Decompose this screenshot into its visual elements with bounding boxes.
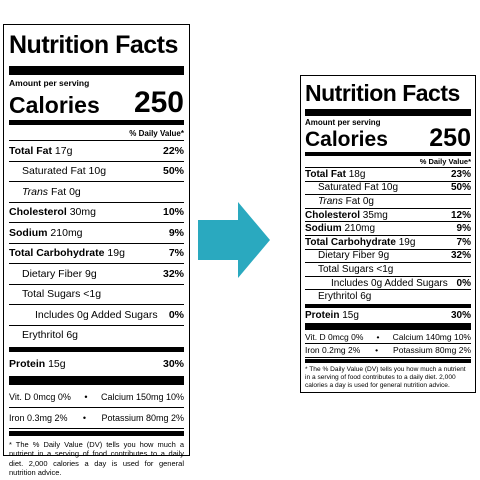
calories-value: 250 bbox=[429, 124, 471, 152]
amount-per-serving: Amount per serving bbox=[305, 118, 381, 127]
row-erythritol: Erythritol 6g bbox=[22, 329, 79, 342]
potassium: Potassium 80mg 2% bbox=[393, 345, 471, 356]
daily-value-header: % Daily Value* bbox=[305, 157, 471, 168]
bullet-separator: • bbox=[84, 391, 88, 402]
vitamin-row-2: Iron 0.2mg 2% • Potassium 80mg 2% bbox=[305, 344, 471, 358]
calcium: Calcium 140mg 10% bbox=[392, 331, 471, 342]
row-total-sugars: Total Sugars <1g bbox=[9, 285, 184, 305]
vitamin-d: Vit. D 0mcg 0% bbox=[305, 331, 364, 342]
row-sodium: Sodium 210mg 9% bbox=[305, 223, 471, 236]
bullet-separator: • bbox=[376, 331, 380, 342]
row-total-fat: Total Fat 17g 22% bbox=[9, 141, 184, 162]
row-erythritol: Erythritol 6g bbox=[318, 291, 372, 303]
nutrition-label-updated: Nutrition Facts Amount per serving Calor… bbox=[300, 75, 476, 393]
row-cholesterol: Cholesterol 35mg 12% bbox=[305, 209, 471, 223]
row-trans-fat: Trans Fat 0g bbox=[305, 195, 471, 209]
row-protein: Protein 15g 30% bbox=[9, 357, 184, 370]
divider-thick bbox=[9, 66, 184, 75]
divider-thick bbox=[305, 109, 471, 116]
row-saturated-fat: Saturated Fat 10g 50% bbox=[9, 162, 184, 182]
divider-medium bbox=[9, 430, 184, 436]
calories-row: Calories 250 bbox=[9, 86, 184, 119]
potassium: Potassium 80mg 2% bbox=[101, 412, 184, 423]
row-dietary-fiber: Dietary Fiber 9g 32% bbox=[9, 264, 184, 285]
row-saturated-fat: Saturated Fat 10g 50% bbox=[305, 182, 471, 196]
row-sodium: Sodium 210mg 9% bbox=[9, 223, 184, 244]
calories-label: Calories bbox=[9, 92, 100, 118]
iron: Iron 0.2mg 2% bbox=[305, 345, 361, 356]
arrow-shape bbox=[198, 202, 270, 278]
calories-value: 250 bbox=[133, 86, 184, 119]
row-total-carbohydrate: Total Carbohydrate 19g 7% bbox=[9, 244, 184, 264]
iron: Iron 0.3mg 2% bbox=[9, 412, 68, 423]
divider-medium bbox=[305, 358, 471, 363]
divider-medium bbox=[9, 347, 184, 352]
vitamin-row-2: Iron 0.3mg 2% • Potassium 80mg 2% bbox=[9, 408, 184, 429]
vitamin-row-1: Vit. D 0mcg 0% • Calcium 150mg 10% bbox=[9, 387, 184, 408]
amount-per-serving: Amount per serving bbox=[9, 78, 90, 88]
footnote: * The % Daily Value (DV) tells you how m… bbox=[9, 439, 184, 478]
right-arrow-icon bbox=[198, 202, 270, 278]
label-title: Nutrition Facts bbox=[305, 80, 460, 106]
row-total-carbohydrate: Total Carbohydrate 19g 7% bbox=[305, 236, 471, 250]
calcium: Calcium 150mg 10% bbox=[100, 391, 184, 402]
vitamin-d: Vit. D 0mcg 0% bbox=[9, 391, 71, 402]
row-added-sugars: Includes 0g Added Sugars 0% bbox=[305, 277, 471, 291]
bullet-separator: • bbox=[375, 345, 379, 356]
divider-medium bbox=[9, 120, 184, 125]
row-trans-fat: Trans Fat 0g bbox=[9, 182, 184, 203]
divider-thick bbox=[305, 322, 471, 330]
row-dietary-fiber: Dietary Fiber 9g 32% bbox=[305, 250, 471, 264]
row-cholesterol: Cholesterol 30mg 10% bbox=[9, 203, 184, 223]
bullet-separator: • bbox=[82, 412, 87, 423]
nutrition-label-original: Nutrition Facts Amount per serving Calor… bbox=[3, 24, 190, 477]
divider-thick bbox=[9, 375, 184, 385]
divider-medium bbox=[305, 303, 471, 308]
calories-row: Calories 250 bbox=[305, 124, 471, 152]
vitamin-row-1: Vit. D 0mcg 0% • Calcium 140mg 10% bbox=[305, 331, 471, 345]
daily-value-header: % Daily Value* bbox=[9, 127, 184, 141]
row-total-fat: Total Fat 18g 23% bbox=[305, 168, 471, 182]
row-added-sugars: Includes 0g Added Sugars 0% bbox=[9, 305, 184, 326]
label-title: Nutrition Facts bbox=[9, 31, 178, 59]
divider-medium bbox=[305, 152, 471, 156]
row-total-sugars: Total Sugars <1g bbox=[305, 263, 471, 277]
calories-label: Calories bbox=[305, 128, 388, 151]
footnote: * The % Daily Value (DV) tells you how m… bbox=[305, 365, 466, 389]
row-protein: Protein 15g 30% bbox=[305, 309, 471, 321]
